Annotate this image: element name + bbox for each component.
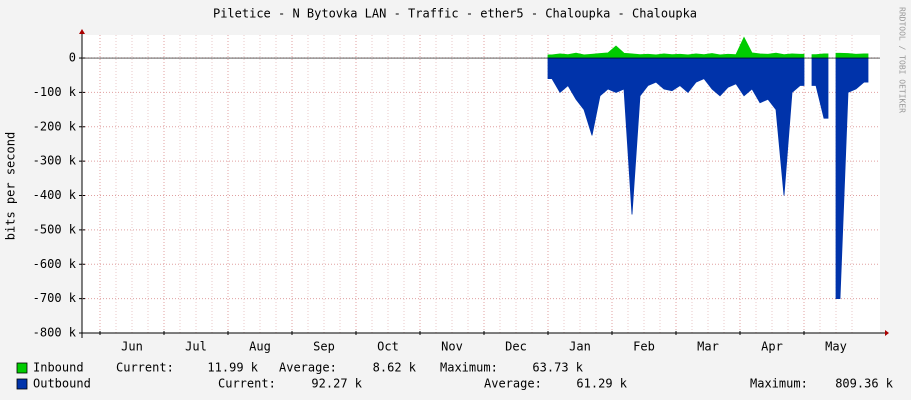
x-arrow [885,330,889,336]
x-tick-label: Aug [249,340,271,354]
y-tick-label: -400 k [33,188,77,202]
legend-swatch [16,362,28,374]
marks [82,36,880,300]
legend-stat: 63.73 k [532,361,583,375]
legend-label: Outbound [33,377,91,391]
y-tick-label: -700 k [33,291,77,305]
x-tick-label: Jun [121,340,143,354]
y-tick-label: -300 k [33,154,77,168]
x-tick-label: Mar [697,340,719,354]
y-tick-label: -200 k [33,119,77,133]
x-tick-label: May [825,340,847,354]
x-tick-label: Feb [633,340,655,354]
y-tick-label: -600 k [33,257,77,271]
legend-stat: Maximum: [750,377,808,391]
area-1 [547,57,805,215]
y-tick-label: -500 k [33,222,77,236]
grid: 0 -100 k -200 k -300 k -400 k -500 k -600 k -70… [33,35,880,354]
y-axis-label: bits per second [4,132,18,240]
legend-stat: Average: [279,361,337,375]
legend-stat: Current: [116,361,174,375]
legend-label: Inbound [33,361,84,375]
legend-swatch [16,378,28,390]
y-tick-label: 0 [69,51,76,65]
watermark: RRDTOOL / TOBI OETIKER [898,7,907,113]
x-tick-label: Jan [569,340,591,354]
y-arrow [79,29,85,34]
legend-stat: 8.62 k [373,361,417,375]
legend-stat: 809.36 k [835,377,894,391]
area-0 [835,52,869,59]
y-tick-label: -100 k [33,85,77,99]
x-tick-label: Sep [313,340,335,354]
legend-stat: Average: [484,377,542,391]
x-tick-label: Oct [377,340,399,354]
legend: Inbound Current: 11.99 k Average: 8.62 k Maxi… [16,361,894,391]
x-tick-label: Nov [441,340,463,354]
x-tick-label: Apr [761,340,783,354]
legend-stat: 11.99 k [207,361,258,375]
legend-stat: 92.27 k [311,377,362,391]
axes [79,29,889,338]
area-1 [835,57,869,300]
x-tick-label: Jul [185,340,207,354]
legend-stat: Current: [218,377,276,391]
legend-stat: Maximum: [440,361,498,375]
area-0 [547,36,805,59]
chart-title: Piletice - N Bytovka LAN - Traffic - eth… [213,7,697,21]
y-tick-label: -800 k [33,326,77,340]
area-0 [811,53,829,59]
legend-stat: 61.29 k [576,377,627,391]
x-tick-label: Dec [505,340,527,354]
